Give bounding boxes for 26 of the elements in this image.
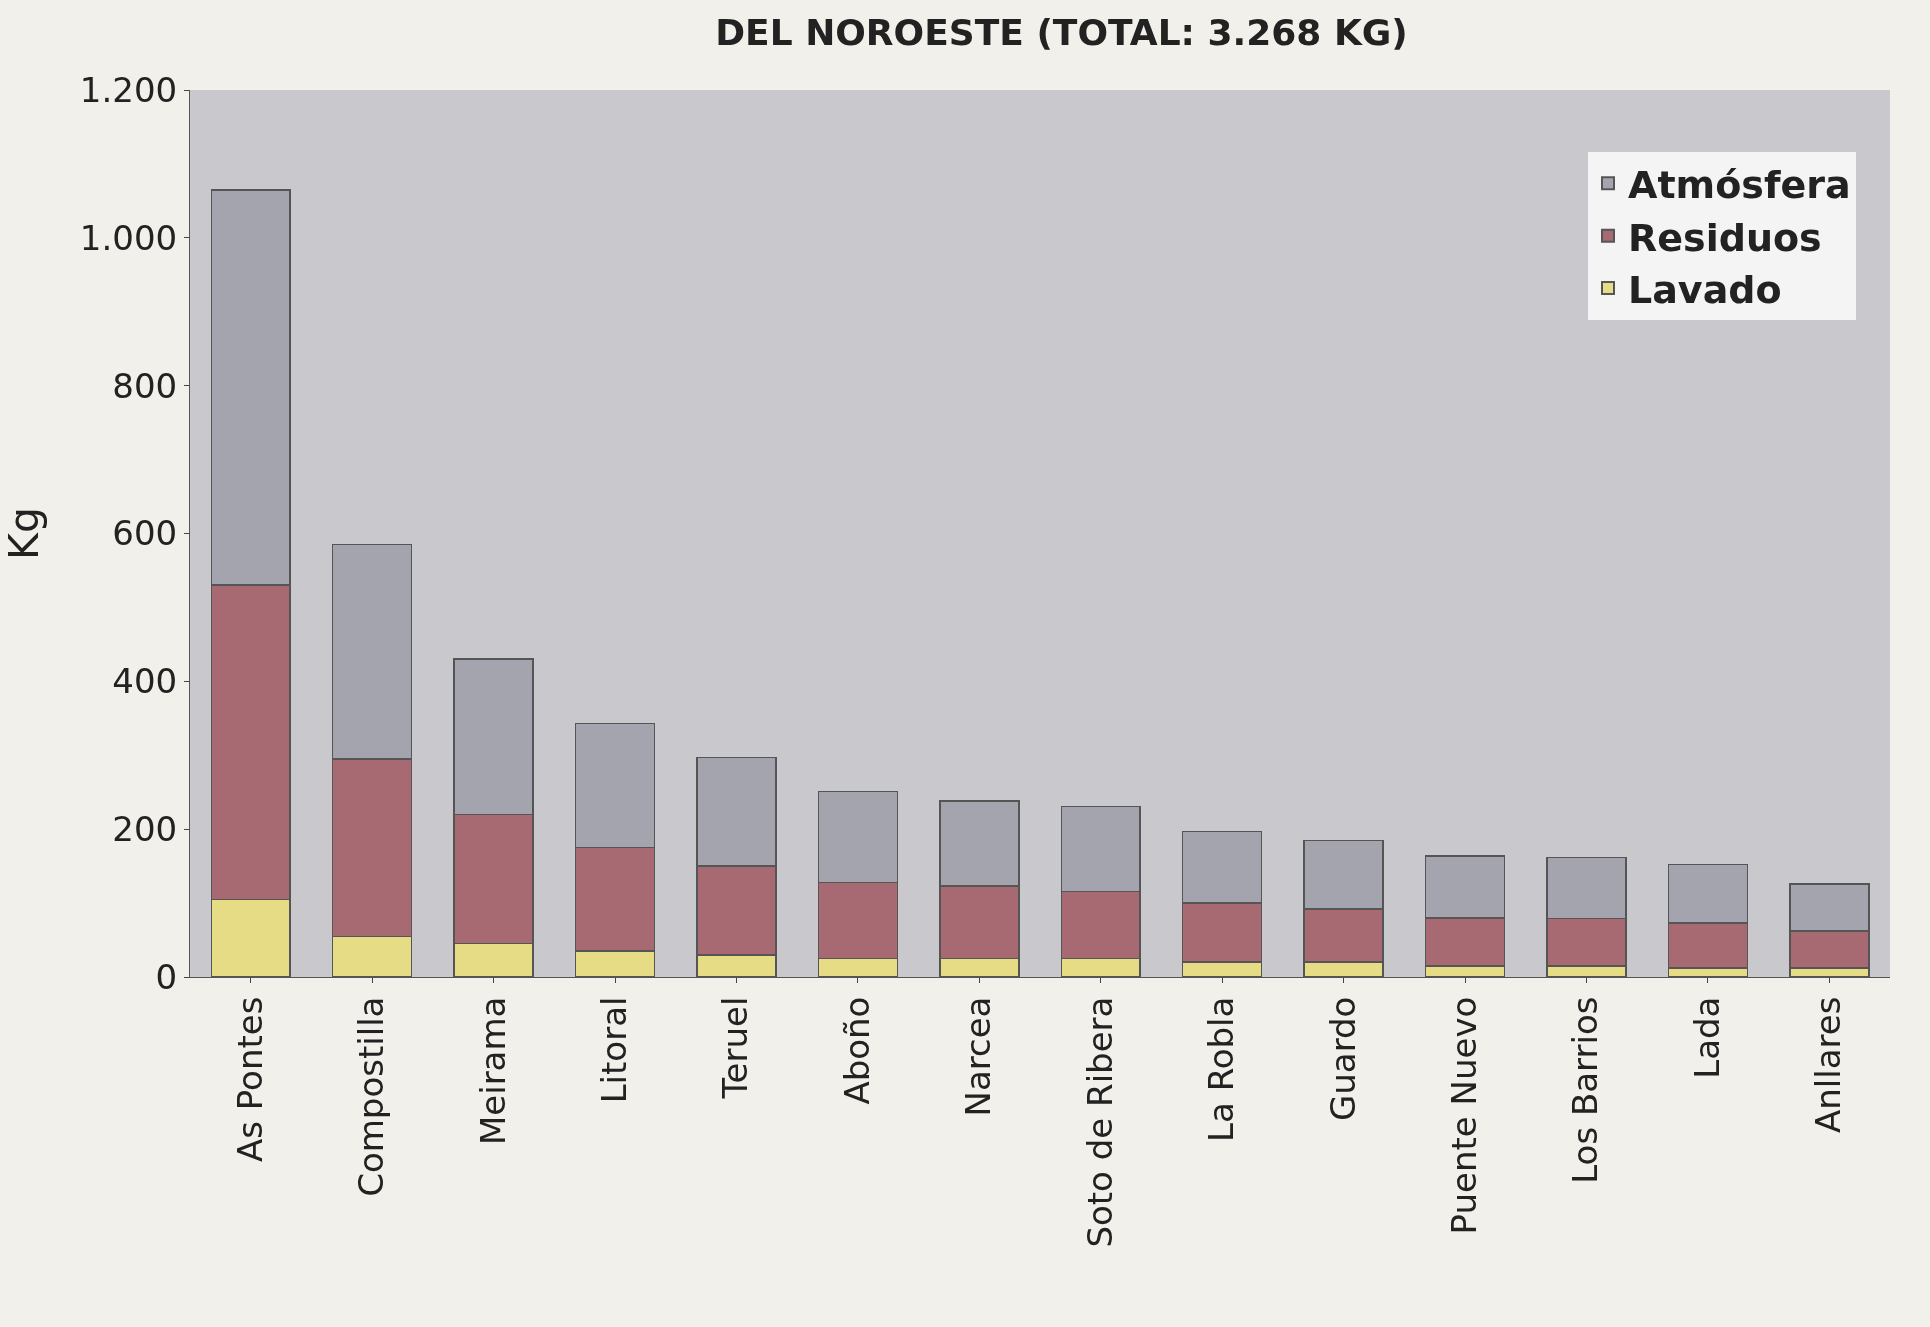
x-tick-label: Compostilla — [351, 996, 392, 1197]
x-tick-label: Meirama — [472, 996, 513, 1146]
x-tick-label: Anllares — [1808, 996, 1849, 1134]
y-tick-label: 0 — [155, 956, 178, 997]
chart-title: DEL NOROESTE (TOTAL: 3.268 KG) — [715, 12, 1408, 54]
x-tick-label: Los Barrios — [1565, 996, 1606, 1184]
x-tick-label: Narcea — [958, 996, 999, 1117]
x-tick-label: La Robla — [1201, 996, 1242, 1142]
x-tick-label: Soto de Ribera — [1079, 996, 1120, 1248]
x-tick-label: Litoral — [594, 996, 635, 1104]
y-tick-label: 400 — [112, 661, 178, 702]
x-tick-label: As Pontes — [229, 996, 270, 1162]
x-tick-label: Aboño — [836, 996, 877, 1105]
x-tick-label: Lada — [1686, 996, 1727, 1079]
x-tick-label: Teruel — [715, 996, 756, 1100]
y-axis-title: Kg — [0, 507, 48, 560]
x-tick-label: Guardo — [1322, 996, 1363, 1122]
y-tick-label: 1.200 — [79, 69, 178, 110]
y-tick-label: 600 — [112, 513, 178, 554]
x-tick-label: Puente Nuevo — [1444, 996, 1485, 1235]
y-tick-label: 200 — [112, 809, 178, 850]
y-tick-label: 1.000 — [79, 217, 178, 258]
legend-label: Lavado — [1628, 267, 1782, 312]
legend-label: Residuos — [1628, 215, 1822, 260]
legend-label: Atmósfera — [1628, 163, 1851, 208]
y-tick-label: 800 — [112, 365, 178, 406]
